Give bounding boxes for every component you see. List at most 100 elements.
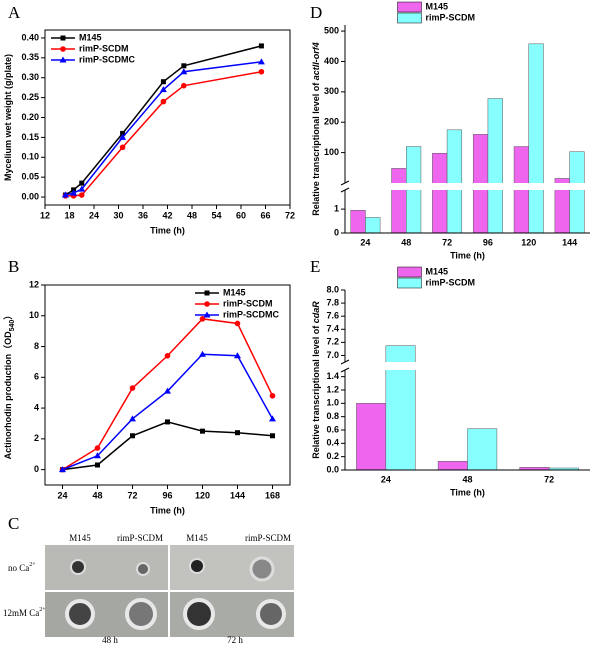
legend-label: rimP-SCDM — [223, 298, 273, 308]
x-tick-label: 30 — [113, 210, 123, 220]
break-mark — [340, 180, 350, 186]
marker — [94, 452, 101, 459]
break-mark — [340, 359, 350, 365]
y-axis-label-part: Relative transcriptional level of — [311, 323, 321, 459]
marker — [78, 192, 85, 198]
plate — [170, 545, 294, 590]
panel-letter: E — [310, 257, 320, 276]
marker — [119, 144, 126, 151]
series-line — [62, 421, 273, 471]
y-tick-label: 10 — [29, 310, 39, 320]
y-tick-label: 7.0 — [326, 350, 339, 360]
y-tick-label: 6 — [34, 372, 39, 382]
x-tick-label: 48 — [187, 210, 197, 220]
marker — [94, 445, 101, 451]
x-tick-label: 48 — [462, 474, 472, 484]
x-tick-label: 120 — [521, 237, 536, 247]
y-tick-label: 400 — [324, 56, 339, 66]
bar — [365, 217, 381, 234]
legend-label: rimP-SCDM — [79, 43, 129, 53]
x-tick-label: 60 — [236, 210, 246, 220]
bar — [350, 210, 366, 234]
marker — [258, 68, 265, 75]
panel-letter: B — [8, 257, 19, 276]
marker — [160, 98, 167, 105]
legend-swatch — [397, 12, 422, 24]
marker — [59, 466, 66, 473]
marker — [200, 428, 205, 434]
marker — [235, 430, 240, 436]
y-tick-label: 2 — [34, 433, 39, 443]
y-tick-label: 300 — [324, 86, 339, 96]
panel-letter: C — [8, 514, 19, 533]
marker — [59, 56, 67, 63]
marker — [130, 433, 135, 439]
x-tick-label: 72 — [285, 210, 295, 220]
bar — [356, 403, 387, 471]
row-label: 12mM Ca2+ — [3, 607, 46, 618]
bar — [446, 129, 463, 234]
photo-panel: M145 rimP-SCDM M145 rimP-SCDM no Ca2+ 12… — [3, 533, 294, 645]
marker — [269, 415, 276, 422]
axis-break — [337, 183, 590, 190]
y-axis-label: Mycelium wet weight (g/plate) — [3, 54, 13, 181]
colony — [249, 556, 275, 582]
x-axis-label: Time (h) — [150, 225, 185, 235]
colony — [70, 559, 86, 575]
x-tick-label: 24 — [381, 474, 391, 484]
series-line — [62, 353, 274, 471]
x-tick-label: 72 — [442, 237, 452, 247]
series-line — [62, 318, 274, 471]
y-tick-label: 0.00 — [21, 191, 39, 201]
x-tick-label: 54 — [211, 210, 221, 220]
y-tick-label: 7.8 — [326, 297, 339, 307]
legend-swatch — [397, 266, 422, 278]
break-mark — [340, 367, 350, 373]
marker — [234, 320, 241, 327]
y-tick-label: 0.25 — [21, 92, 39, 102]
x-tick-label: 36 — [138, 210, 148, 220]
y-tick-label: 0.15 — [21, 132, 39, 142]
y-tick-label: 1.2 — [326, 384, 339, 394]
y-tick-label: 1.4 — [326, 371, 339, 381]
x-tick-label: 48 — [92, 490, 102, 500]
y-tick-label: 7.4 — [326, 324, 339, 334]
y-axis-label-part: cdaR — [311, 301, 321, 324]
bar — [437, 461, 468, 471]
marker — [269, 392, 276, 399]
y-tick-label: 8 — [34, 341, 39, 351]
y-tick-label: 100 — [324, 147, 339, 157]
x-axis-label: Time (h) — [450, 250, 485, 260]
colony — [183, 598, 215, 630]
y-axis-label-part: Actinorhodin production（OD — [3, 331, 13, 459]
axis-break — [337, 362, 590, 370]
x-tick-label: 168 — [265, 490, 280, 500]
marker — [234, 352, 241, 359]
marker — [70, 189, 78, 196]
legend-label: rimP-SCDMC — [79, 54, 136, 64]
x-tick-label: 144 — [562, 237, 577, 247]
colony — [65, 599, 95, 629]
y-tick-label: 4 — [34, 402, 39, 412]
x-tick-label: 12 — [40, 210, 50, 220]
y-tick-label: 0.40 — [21, 32, 39, 42]
legend-swatch — [397, 277, 422, 289]
y-tick-label: 0.10 — [21, 152, 39, 162]
x-tick-label: 42 — [162, 210, 172, 220]
legend-label: M145 — [426, 266, 449, 276]
x-tick-label: 96 — [483, 237, 493, 247]
marker — [95, 462, 100, 468]
marker — [60, 35, 66, 41]
colony — [125, 598, 157, 630]
legend-label: rimP-SCDM — [426, 277, 476, 287]
marker — [159, 86, 167, 93]
marker — [204, 301, 210, 307]
y-tick-label: 7.2 — [326, 337, 339, 347]
bar — [432, 152, 448, 234]
break-mark — [340, 187, 350, 193]
y-tick-label: 0.30 — [21, 72, 39, 82]
x-axis-label: Time (h) — [450, 487, 485, 497]
bar — [467, 428, 498, 471]
marker — [203, 311, 211, 318]
legend-label: M145 — [223, 287, 246, 297]
